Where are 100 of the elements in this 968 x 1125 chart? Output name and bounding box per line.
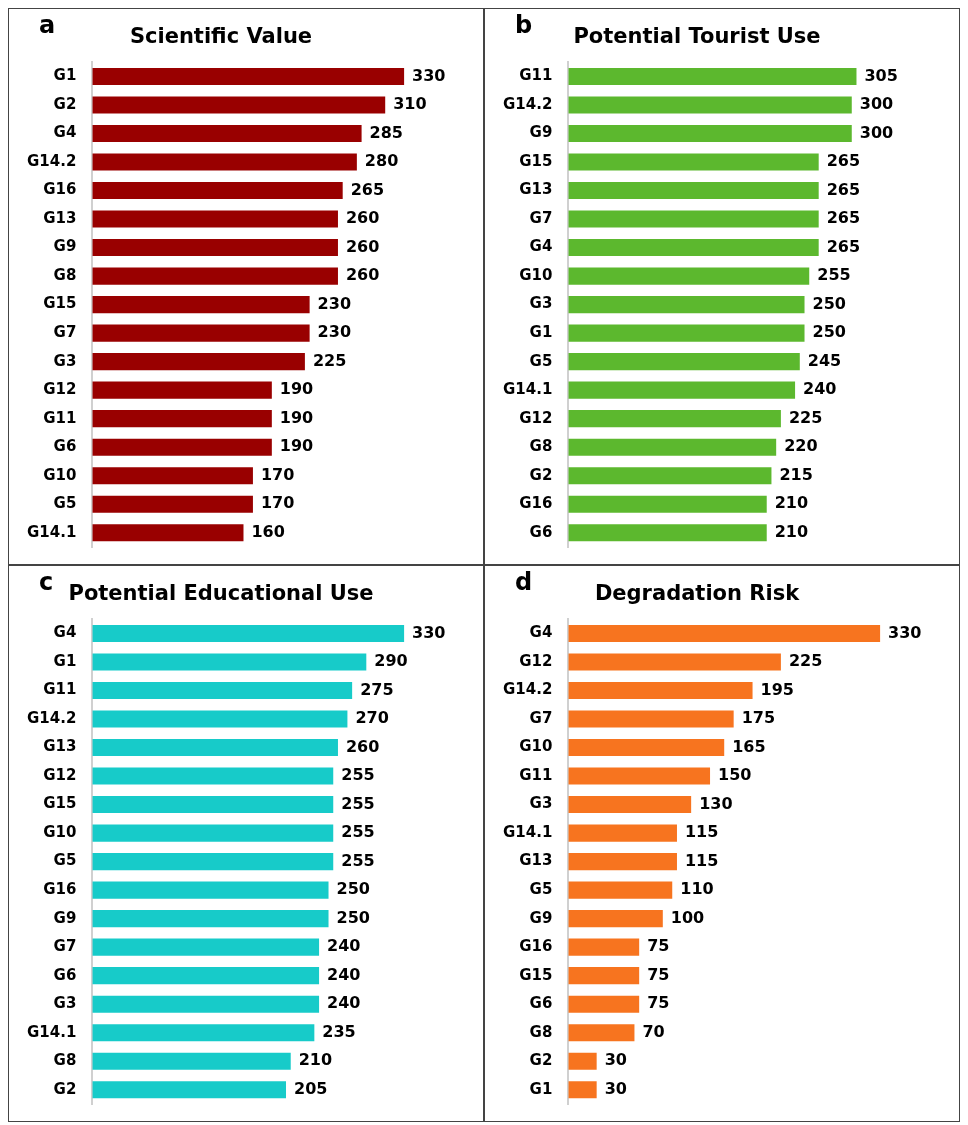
bar (92, 353, 305, 371)
y-tick-label: G14.1 (26, 522, 77, 541)
data-label: 240 (327, 964, 361, 984)
y-tick-label: G8 (53, 265, 77, 284)
y-tick-label: G15 (519, 965, 553, 984)
bar (568, 239, 819, 257)
data-label: 225 (788, 407, 823, 427)
bar (568, 824, 677, 842)
bar (568, 738, 725, 757)
bar (92, 681, 353, 700)
data-label: 175 (741, 708, 776, 728)
bar (92, 1024, 315, 1042)
data-label: 75 (647, 993, 670, 1013)
bar (568, 124, 852, 143)
y-tick-label: G15 (43, 794, 77, 813)
y-tick-label: G14.2 (26, 708, 77, 727)
bar (92, 438, 272, 456)
y-tick-label: G2 (53, 94, 77, 113)
bar (568, 495, 767, 513)
data-label: 260 (345, 208, 380, 228)
y-tick-label: G6 (53, 965, 77, 984)
y-tick-label: G9 (529, 123, 553, 142)
y-tick-label: G13 (519, 180, 553, 199)
y-tick-label: G15 (43, 294, 77, 313)
data-label: 330 (888, 622, 922, 642)
data-label: 240 (327, 993, 361, 1013)
data-label: 245 (807, 350, 842, 370)
bar (92, 324, 310, 342)
y-tick-label: G8 (529, 437, 553, 456)
data-label: 250 (336, 907, 370, 927)
data-label: 250 (812, 293, 846, 313)
data-label: 170 (260, 493, 295, 513)
bar (92, 124, 362, 143)
bar (568, 153, 819, 171)
y-tick-label: G14.2 (26, 151, 77, 170)
chart-title: Scientific Value (129, 24, 313, 49)
bar (568, 96, 852, 114)
data-label: 230 (317, 322, 352, 342)
text: a (39, 11, 56, 40)
y-tick-label: G9 (53, 908, 77, 927)
y-tick-label: G9 (529, 908, 553, 927)
bar (568, 653, 781, 671)
y-tick-label: G12 (519, 651, 553, 670)
y-tick-label: G5 (53, 494, 77, 513)
y-tick-label: G2 (529, 465, 553, 484)
data-label: 205 (294, 1078, 328, 1098)
data-label: 330 (412, 622, 446, 642)
bar (568, 296, 805, 314)
bar (92, 267, 338, 285)
data-label: 115 (684, 850, 719, 870)
y-tick-label: G11 (519, 765, 553, 784)
y-tick-label: G6 (53, 437, 77, 456)
y-tick-label: G14.2 (502, 94, 553, 113)
y-tick-label: G1 (529, 1079, 553, 1098)
y-tick-label: G3 (53, 994, 77, 1013)
bar (92, 1052, 291, 1070)
data-label: 220 (784, 436, 818, 456)
data-label: 235 (322, 1021, 356, 1041)
bar (92, 524, 244, 542)
bar (568, 524, 767, 542)
data-label: 210 (774, 521, 809, 541)
data-label: 195 (760, 679, 794, 699)
y-tick-label: G10 (519, 265, 553, 284)
data-label: 165 (732, 736, 766, 756)
y-tick-label: G10 (43, 465, 77, 484)
text: b (515, 11, 533, 40)
bar (568, 210, 819, 228)
y-tick-label: G12 (519, 408, 553, 427)
data-label: 250 (812, 322, 846, 342)
data-label: 260 (345, 736, 380, 756)
data-label: 75 (647, 936, 670, 956)
data-label: 110 (680, 879, 714, 899)
y-tick-label: G16 (43, 180, 77, 199)
chart-title: Degradation Risk (594, 581, 801, 606)
data-label: 265 (826, 208, 861, 228)
bar (568, 1024, 635, 1042)
bar (568, 324, 805, 342)
y-tick-label: G2 (529, 1051, 553, 1070)
data-label: 240 (327, 936, 361, 956)
y-tick-label: G4 (53, 623, 77, 642)
data-label: 255 (341, 822, 375, 842)
bar (92, 910, 329, 928)
data-label: 160 (251, 521, 285, 541)
data-label: 190 (279, 436, 314, 456)
text: d (515, 568, 533, 597)
chart-title: Potential Tourist Use (573, 24, 821, 49)
bar (568, 938, 640, 956)
bar (92, 995, 320, 1013)
y-tick-label: G3 (529, 294, 553, 313)
bar (92, 710, 348, 728)
data-label: 280 (364, 151, 399, 171)
bar (92, 495, 253, 513)
data-label: 130 (699, 793, 733, 813)
y-tick-label: G16 (43, 880, 77, 899)
bar (568, 67, 857, 86)
y-tick-label: G7 (53, 937, 77, 956)
y-tick-label: G4 (529, 237, 553, 256)
bar (568, 1052, 597, 1070)
data-label: 260 (345, 265, 380, 285)
bar (92, 467, 253, 485)
